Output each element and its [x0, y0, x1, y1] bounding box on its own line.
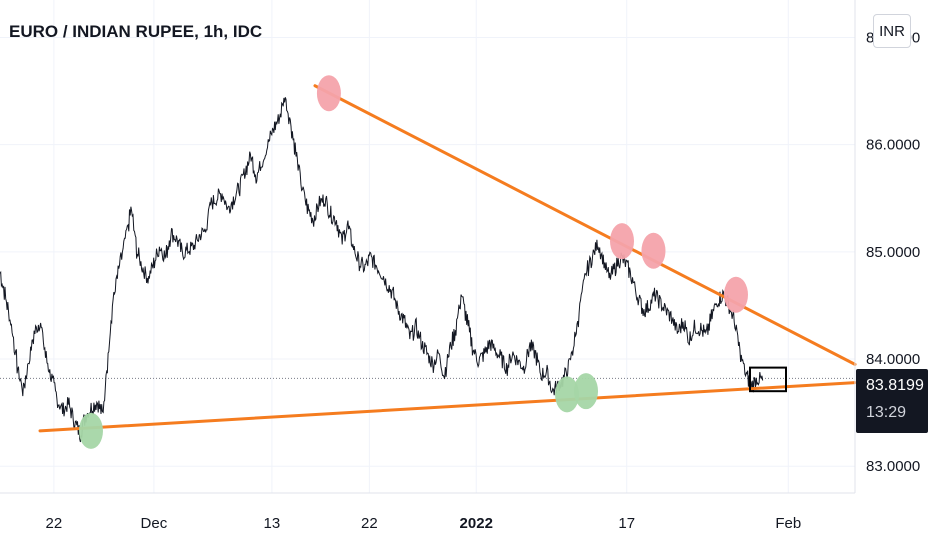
y-tick-label: 85.0000	[866, 244, 920, 261]
current-price-label: 83.8199 13:29	[856, 369, 928, 433]
marker-layer	[78, 75, 788, 449]
chart-title: EURO / INDIAN RUPEE, 1h, IDC	[9, 22, 263, 41]
trendline-layer	[38, 84, 857, 433]
current-price-value: 83.8199	[866, 377, 924, 394]
price-axis-background	[855, 0, 932, 550]
y-tick-label: 83.0000	[866, 458, 920, 475]
currency-button[interactable]: INR	[873, 14, 911, 48]
grid-layer	[0, 0, 855, 493]
price-series-line	[0, 97, 764, 443]
x-tick-label: Feb	[775, 515, 801, 532]
time-axis[interactable]: 22 Dec 13 22 2022 17 Feb	[46, 515, 802, 532]
resistance-marker	[610, 223, 635, 260]
x-tick-label: 22	[46, 515, 63, 532]
resistance-marker	[723, 276, 748, 313]
resistance-trendline	[313, 84, 857, 366]
support-trendline	[38, 381, 857, 433]
last-price-highlight-box	[749, 366, 788, 393]
support-marker	[78, 412, 103, 449]
x-tick-label: 22	[361, 515, 378, 532]
y-tick-label: 86.0000	[866, 137, 920, 154]
bar-countdown-timer: 13:29	[866, 404, 907, 421]
x-tick-label: 17	[618, 515, 635, 532]
x-tick-label: 2022	[460, 515, 493, 532]
y-tick-label: 84.0000	[866, 351, 920, 368]
support-marker	[574, 373, 599, 410]
x-tick-label: Dec	[141, 515, 168, 532]
price-series-layer	[0, 97, 764, 443]
resistance-marker	[641, 232, 666, 269]
x-tick-label: 13	[264, 515, 281, 532]
support-marker	[555, 376, 580, 413]
resistance-marker	[316, 75, 341, 112]
